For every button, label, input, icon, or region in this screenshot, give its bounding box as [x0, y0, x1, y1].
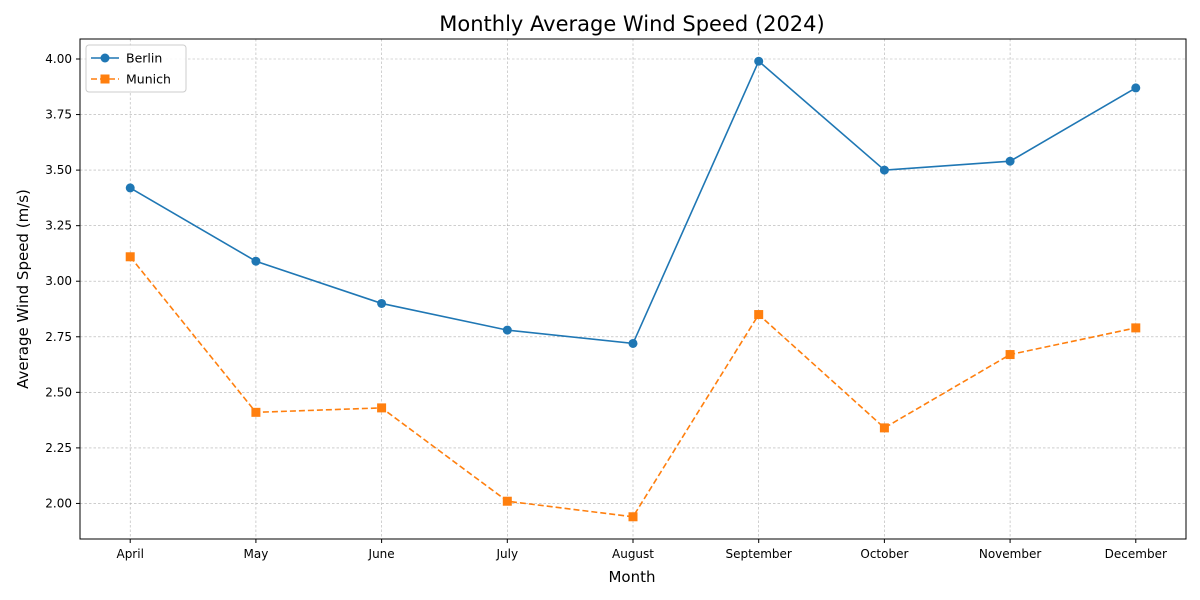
x-tick-label: July — [496, 547, 519, 561]
y-tick-label: 2.25 — [45, 441, 72, 455]
axis-ticks: April May June July August September October No… — [45, 52, 1167, 561]
data-point-munich — [1005, 350, 1015, 360]
y-tick-label: 3.50 — [45, 163, 72, 177]
x-tick-label: April — [116, 547, 143, 561]
x-axis-title: Month — [608, 568, 655, 586]
y-tick-label: 2.00 — [45, 496, 72, 510]
data-point-munich — [251, 407, 261, 417]
grid — [80, 39, 1186, 539]
data-point-munich — [754, 310, 764, 320]
legend-label-munich: Munich — [126, 72, 171, 87]
data-point-berlin — [1005, 156, 1015, 166]
y-tick-label: 2.75 — [45, 330, 72, 344]
data-point-berlin — [628, 338, 638, 348]
data-point-munich — [502, 496, 512, 506]
x-tick-label: September — [726, 547, 792, 561]
data-point-berlin — [502, 325, 512, 335]
legend-label-berlin: Berlin — [126, 51, 162, 66]
data-point-munich — [377, 403, 387, 413]
y-tick-label: 3.00 — [45, 274, 72, 288]
y-tick-label: 2.50 — [45, 385, 72, 399]
legend-marker-munich — [100, 74, 110, 84]
series-munich — [125, 252, 1141, 522]
chart-title: Monthly Average Wind Speed (2024) — [439, 12, 824, 36]
y-axis-title: Average Wind Speed (m/s) — [14, 189, 32, 389]
data-point-munich — [1131, 323, 1141, 333]
data-point-munich — [879, 423, 889, 433]
y-tick-label: 3.25 — [45, 219, 72, 233]
data-point-berlin — [251, 256, 261, 266]
series-group — [125, 56, 1141, 522]
data-point-berlin — [754, 56, 764, 66]
data-point-berlin — [377, 298, 387, 308]
y-tick-label: 4.00 — [45, 52, 72, 66]
data-point-berlin — [879, 165, 889, 175]
x-tick-label: November — [979, 547, 1041, 561]
x-tick-label: August — [612, 547, 654, 561]
series-berlin — [125, 56, 1141, 348]
x-tick-label: June — [368, 547, 395, 561]
x-tick-label: May — [244, 547, 269, 561]
legend-marker-berlin — [100, 53, 110, 63]
data-point-munich — [628, 512, 638, 522]
data-point-berlin — [1131, 83, 1141, 93]
legend-box — [85, 44, 187, 93]
y-tick-label: 3.75 — [45, 108, 72, 122]
legend: Berlin Munich — [85, 44, 187, 93]
x-tick-label: October — [860, 547, 908, 561]
data-point-berlin — [125, 183, 135, 193]
x-tick-label: December — [1105, 547, 1167, 561]
data-point-munich — [125, 252, 135, 262]
